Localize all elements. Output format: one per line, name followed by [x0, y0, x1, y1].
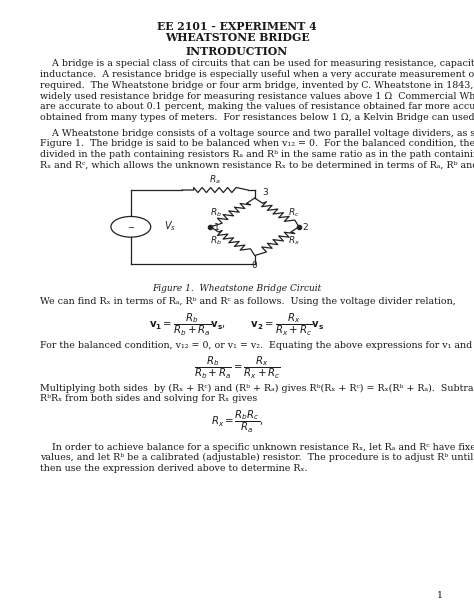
- Text: RᵇRₓ from both sides and solving for Rₓ gives: RᵇRₓ from both sides and solving for Rₓ …: [40, 394, 257, 403]
- Text: divided in the path containing resistors Rₐ and Rᵇ in the same ratio as in the p: divided in the path containing resistors…: [40, 150, 474, 159]
- Text: Multiplying both sides  by (Rₓ + Rᶜ) and (Rᵇ + Rₐ) gives Rᵇ(Rₓ + Rᶜ) = Rₓ(Rᵇ + R: Multiplying both sides by (Rₓ + Rᶜ) and …: [40, 384, 474, 393]
- Text: 2: 2: [302, 223, 308, 232]
- Text: 1: 1: [437, 590, 443, 600]
- Text: $R_c$: $R_c$: [288, 206, 300, 219]
- Text: WHEATSTONE BRIDGE: WHEATSTONE BRIDGE: [164, 32, 310, 44]
- Text: −: −: [128, 224, 134, 232]
- Text: In order to achieve balance for a specific unknown resistance Rₓ, let Rₐ and Rᶜ : In order to achieve balance for a specif…: [40, 443, 474, 452]
- Text: EE 2101 - EXPERIMENT 4: EE 2101 - EXPERIMENT 4: [157, 21, 317, 32]
- Text: $R_a$: $R_a$: [209, 173, 221, 186]
- Text: then use the expression derived above to determine Rₓ.: then use the expression derived above to…: [40, 464, 308, 473]
- Text: required.  The Wheatstone bridge or four arm bridge, invented by C. Wheatstone i: required. The Wheatstone bridge or four …: [40, 81, 474, 90]
- Text: $R_b$: $R_b$: [210, 235, 221, 248]
- Text: 0: 0: [252, 261, 257, 270]
- Text: Figure 1.  The bridge is said to be balanced when v₁₂ = 0.  For the balanced con: Figure 1. The bridge is said to be balan…: [40, 139, 474, 148]
- Text: A bridge is a special class of circuits that can be used for measuring resistanc: A bridge is a special class of circuits …: [40, 59, 474, 69]
- Text: $R_x = \dfrac{R_b R_c}{R_a},$: $R_x = \dfrac{R_b R_c}{R_a},$: [211, 408, 263, 435]
- Text: $R_x$: $R_x$: [288, 235, 300, 248]
- Text: inductance.  A resistance bridge is especially useful when a very accurate measu: inductance. A resistance bridge is espec…: [40, 70, 474, 79]
- Text: widely used resistance bridge for measuring resistance values above 1 Ω  Commerc: widely used resistance bridge for measur…: [40, 91, 474, 101]
- Text: values, and let Rᵇ be a calibrated (adjustable) resistor.  The procedure is to a: values, and let Rᵇ be a calibrated (adju…: [40, 453, 474, 462]
- Text: Figure 1.  Wheatstone Bridge Circuit: Figure 1. Wheatstone Bridge Circuit: [152, 284, 322, 293]
- Text: We can find Rₓ in terms of Rₐ, Rᵇ and Rᶜ as follows.  Using the voltage divider : We can find Rₓ in terms of Rₐ, Rᵇ and Rᶜ…: [40, 297, 456, 306]
- Text: are accurate to about 0.1 percent, making the values of resistance obtained far : are accurate to about 0.1 percent, makin…: [40, 102, 474, 112]
- Text: 3: 3: [263, 188, 268, 197]
- Text: INTRODUCTION: INTRODUCTION: [186, 46, 288, 57]
- Text: $R_b$: $R_b$: [210, 206, 221, 219]
- Text: For the balanced condition, v₁₂ = 0, or v₁ = v₂.  Equating the above expressions: For the balanced condition, v₁₂ = 0, or …: [40, 340, 474, 349]
- Text: A Wheatstone bridge consists of a voltage source and two parallel voltage divide: A Wheatstone bridge consists of a voltag…: [40, 129, 474, 138]
- Text: $\mathbf{v_1} = \dfrac{R_b}{R_b + R_a}\mathbf{v_s}$,        $\mathbf{v_2} = \dfr: $\mathbf{v_1} = \dfrac{R_b}{R_b + R_a}\m…: [149, 311, 325, 338]
- Text: obtained from many types of meters.  For resistances below 1 Ω, a Kelvin Bridge : obtained from many types of meters. For …: [40, 113, 474, 122]
- Text: Rₓ and Rᶜ, which allows the unknown resistance Rₓ to be determined in terms of R: Rₓ and Rᶜ, which allows the unknown resi…: [40, 161, 474, 170]
- Text: $\dfrac{R_b}{R_b + R_a} = \dfrac{R_x}{R_x + R_c}$: $\dfrac{R_b}{R_b + R_a} = \dfrac{R_x}{R_…: [193, 354, 281, 381]
- Text: $V_s$: $V_s$: [164, 219, 176, 232]
- Text: 1: 1: [214, 223, 219, 232]
